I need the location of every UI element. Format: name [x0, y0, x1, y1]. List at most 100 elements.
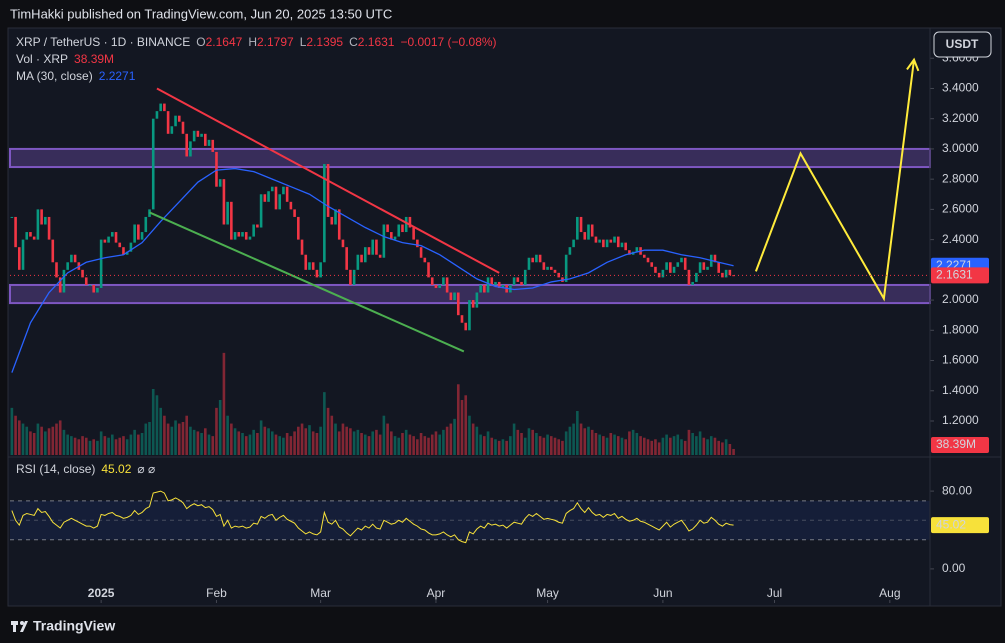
zone: [9, 147, 931, 169]
candle: [319, 262, 322, 278]
volume-bar: [170, 426, 174, 455]
volume-bar: [211, 436, 215, 455]
ma-label: MA (30, close): [16, 69, 93, 83]
volume-bar: [289, 436, 293, 455]
volume-bar: [390, 431, 393, 455]
candle: [520, 281, 523, 285]
volume-bar: [687, 429, 691, 455]
volume-bar: [453, 418, 456, 455]
candle: [118, 242, 122, 248]
volume-bar: [416, 439, 419, 455]
volume-bar: [282, 437, 285, 455]
volume-tag-label: 38.39M: [936, 437, 976, 451]
candle: [642, 254, 646, 258]
volume-bar: [256, 433, 259, 455]
candle: [598, 239, 601, 243]
candle: [375, 239, 378, 255]
candle: [196, 130, 200, 137]
volume-bar: [427, 437, 430, 455]
volume-bar: [58, 420, 62, 455]
candle: [259, 194, 263, 228]
candle: [464, 322, 468, 331]
volume-bar: [360, 433, 363, 455]
legend-main: XRP / TetherUS · 1D · BINANCE O2.1647 H2.1…: [16, 35, 497, 49]
x-tick-label: Jul: [767, 586, 782, 600]
candle: [609, 239, 613, 243]
volume-bar: [620, 437, 624, 455]
volume-bar: [713, 437, 717, 455]
volume-bar: [330, 415, 334, 455]
candle: [267, 191, 270, 202]
volume-bar: [602, 436, 605, 455]
candle: [10, 216, 14, 218]
candle: [92, 284, 96, 293]
candle: [334, 209, 337, 225]
rsi-line: [11, 490, 734, 544]
x-tick-label: Jun: [653, 586, 672, 600]
candle: [230, 201, 233, 240]
candle: [404, 216, 408, 233]
candle: [103, 239, 107, 243]
candle: [676, 262, 680, 267]
volume-bar: [308, 425, 311, 455]
volume-bar: [445, 426, 449, 455]
volume-bar: [490, 437, 494, 455]
candle: [382, 224, 386, 258]
volume-bar: [709, 436, 713, 455]
candle: [423, 257, 427, 263]
currency-button[interactable]: [933, 31, 992, 58]
candle: [159, 103, 162, 112]
volume-bar: [66, 434, 69, 455]
volume-bar: [546, 434, 549, 455]
candle: [29, 232, 32, 237]
volume-bar: [408, 434, 412, 455]
volume-bar: [70, 436, 73, 455]
candle: [99, 239, 103, 288]
volume-bar: [192, 429, 196, 455]
volume-bar: [297, 426, 300, 455]
candle: [683, 257, 687, 270]
candle: [453, 292, 456, 301]
volume-bar: [721, 442, 724, 455]
volume-bar: [479, 434, 482, 455]
open-value: 2.1647: [206, 35, 243, 49]
volume-bar: [319, 426, 322, 455]
candle: [88, 284, 92, 286]
candle: [568, 247, 572, 255]
candle: [263, 194, 267, 202]
volume-bar: [505, 440, 508, 455]
candle: [661, 269, 665, 278]
currency[interactable]: USDT: [946, 37, 979, 51]
candle: [620, 242, 624, 248]
volume-bar: [233, 428, 237, 455]
candle: [70, 254, 73, 263]
volume-bar: [204, 428, 207, 455]
candle: [516, 277, 520, 282]
volume-bar: [73, 437, 77, 455]
volume-bar: [103, 436, 107, 455]
volume-bar: [594, 433, 598, 455]
candle: [330, 216, 334, 225]
candle: [185, 133, 189, 157]
candle: [81, 269, 84, 278]
volume-bar: [166, 423, 170, 455]
candle: [553, 269, 557, 273]
volume-bar: [263, 426, 267, 455]
candle: [698, 262, 702, 273]
candle: [155, 111, 159, 119]
volume-bar: [174, 420, 177, 455]
volume-bar: [349, 428, 352, 455]
volume-bar: [47, 428, 51, 455]
candle: [523, 269, 527, 285]
volume-bar: [267, 428, 270, 455]
candle: [308, 262, 311, 270]
candle: [140, 232, 144, 240]
volume-bar: [475, 426, 479, 455]
volume-bar: [535, 433, 538, 455]
volume-bar: [613, 434, 616, 455]
ma-value: 2.2271: [99, 69, 136, 83]
volume-bar: [605, 437, 609, 455]
candle: [62, 269, 66, 293]
candle: [21, 239, 25, 270]
volume-bar: [92, 439, 96, 455]
